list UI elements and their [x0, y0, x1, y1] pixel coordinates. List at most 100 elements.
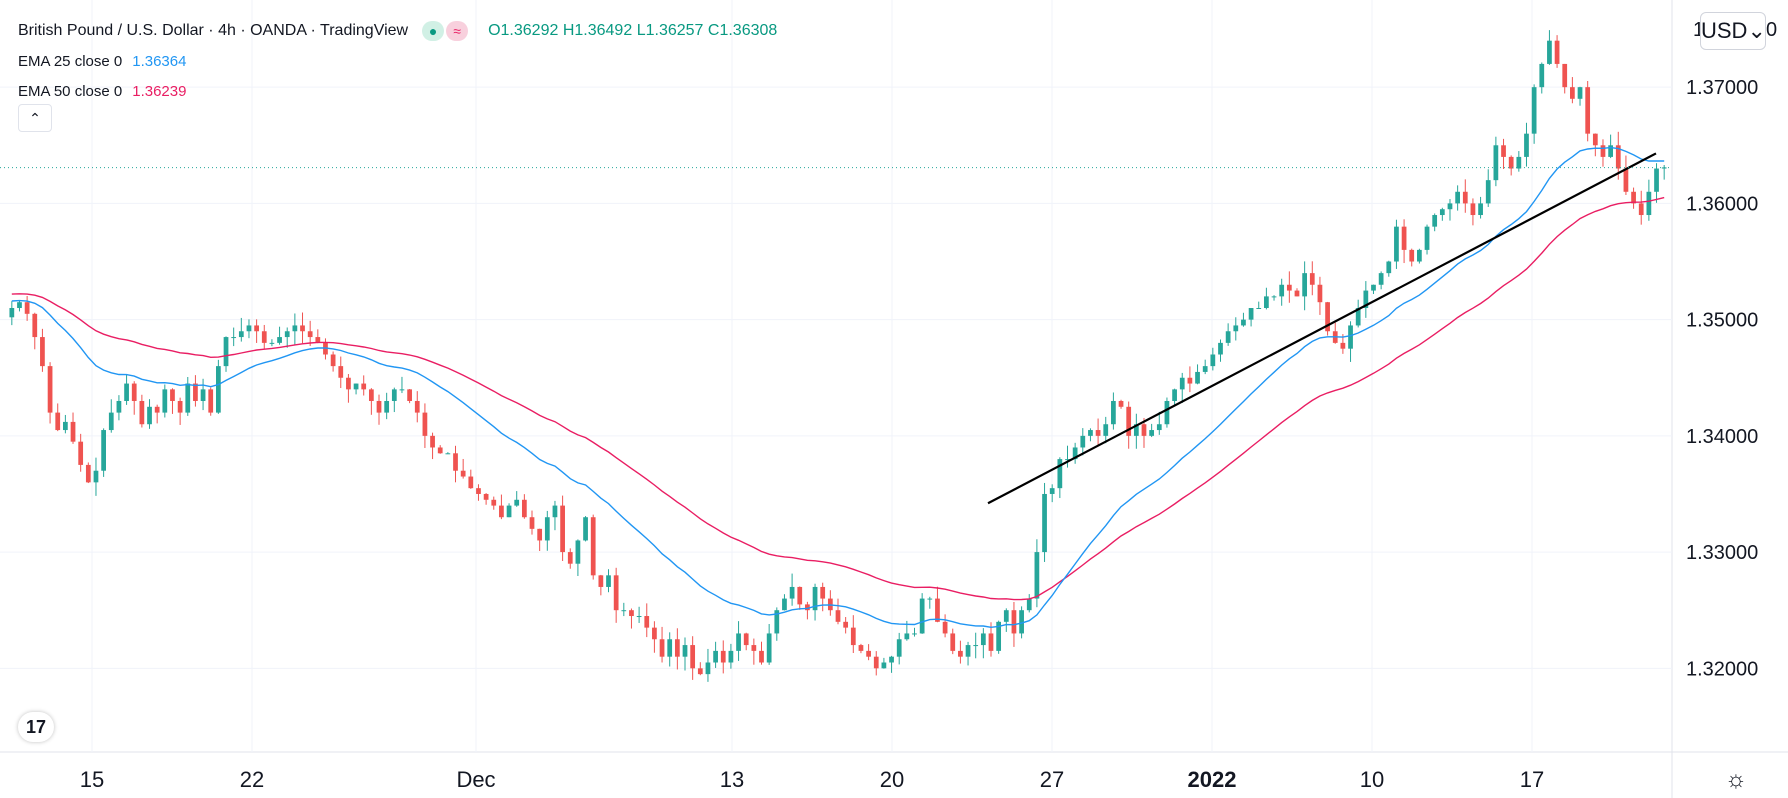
candle-down	[629, 610, 634, 617]
candle-up	[269, 342, 275, 344]
candle-up	[919, 598, 925, 634]
candle-up	[200, 389, 206, 401]
candle-down	[598, 575, 604, 587]
approx-icon[interactable]: ≈	[446, 21, 469, 41]
candle-up	[1547, 40, 1552, 64]
candle-down	[797, 586, 803, 605]
candle-down	[521, 499, 527, 518]
tradingview-logo[interactable]: 17	[18, 712, 54, 742]
candle-up	[1195, 371, 1200, 384]
currency-select[interactable]: USD⌄	[1700, 12, 1766, 50]
candle-up	[1378, 273, 1384, 285]
candle-up	[889, 656, 894, 663]
candle-up	[246, 325, 252, 332]
candle-up	[277, 337, 282, 343]
candle-up	[1057, 459, 1063, 489]
y-tick-label: 1.33000	[1686, 542, 1758, 564]
candle-down	[1470, 203, 1476, 216]
indicator-ema50-row[interactable]: EMA 50 close 0 1.36239	[18, 76, 777, 106]
low-label: L	[636, 22, 646, 39]
candle-down	[529, 517, 535, 529]
candle-up	[185, 383, 191, 413]
candle-up	[1439, 209, 1445, 216]
candle-down	[300, 325, 305, 332]
candle-up	[1279, 284, 1285, 297]
candle-down	[843, 621, 849, 628]
candle-down	[131, 383, 137, 401]
candle-up	[1133, 424, 1139, 436]
x-tick-label: Dec	[456, 767, 495, 792]
candle-down	[40, 337, 45, 367]
candle-up	[1371, 284, 1376, 291]
collapse-legend-button[interactable]: ⌃	[18, 104, 52, 132]
candle-up	[1003, 610, 1009, 622]
candle-up	[1539, 63, 1545, 88]
candle-down	[805, 604, 810, 611]
candle-up	[1034, 552, 1040, 599]
candle-up	[1026, 598, 1032, 611]
ema25-value: 1.36364	[132, 52, 187, 70]
ohlc-values: O1.36292 H1.36492 L1.36257 C1.36308	[488, 22, 777, 40]
x-tick-label: 27	[1040, 767, 1064, 792]
y-tick-label: 1.36000	[1686, 193, 1758, 215]
candle-up	[1516, 156, 1522, 169]
candle-up	[812, 586, 818, 611]
candle-down	[743, 633, 749, 646]
candle-up	[1478, 203, 1483, 216]
ema50-name: EMA 50 close 0	[18, 82, 123, 100]
candle-down	[261, 331, 267, 343]
x-tick-label: 13	[720, 767, 744, 792]
symbol-row: British Pound / U.S. Dollar · 4h · OANDA…	[18, 16, 777, 46]
candle-down	[483, 493, 489, 500]
x-tick-label: 22	[240, 767, 264, 792]
candle-up	[116, 400, 122, 413]
candle-down	[590, 517, 596, 576]
candle-down	[407, 389, 412, 401]
candle-down	[430, 435, 435, 448]
candle-down	[78, 441, 84, 465]
candle-up	[223, 337, 229, 367]
candle-up	[1432, 215, 1438, 227]
candle-down	[338, 366, 344, 378]
candle-down	[1592, 133, 1598, 146]
candle-down	[1401, 226, 1407, 250]
candle-up	[896, 639, 902, 657]
candle-down	[950, 633, 956, 651]
ema50-line	[11, 196, 1665, 601]
candle-down	[988, 633, 994, 651]
candle-down	[1508, 156, 1514, 169]
candle-up	[1210, 354, 1216, 367]
candle-down	[422, 412, 428, 436]
candle-up	[124, 383, 129, 401]
ema25-name: EMA 25 close 0	[18, 52, 123, 70]
y-tick-label-partial-right: 0	[1766, 19, 1777, 41]
symbol-title[interactable]: British Pound / U.S. Dollar · 4h · OANDA…	[18, 22, 409, 39]
candle-up	[1103, 424, 1109, 436]
candle-down	[1011, 610, 1017, 634]
candle-down	[958, 650, 963, 657]
settings-icon[interactable]: ☼	[1725, 766, 1747, 793]
candle-down	[47, 366, 53, 413]
candle-up	[1447, 203, 1453, 210]
candle-up	[1172, 389, 1177, 401]
candle-up	[1111, 400, 1116, 425]
currency-label: USD	[1701, 18, 1748, 43]
indicator-ema25-row[interactable]: EMA 25 close 0 1.36364	[18, 46, 777, 76]
candle-down	[613, 575, 619, 611]
candle-down	[32, 313, 38, 338]
candle-up	[621, 610, 627, 612]
candle-down	[1187, 377, 1193, 384]
trend-line	[987, 152, 1657, 505]
candle-down	[935, 598, 940, 622]
candle-down	[55, 412, 61, 431]
candle-up	[774, 610, 780, 634]
candle-up	[1386, 261, 1392, 274]
candle-down	[1317, 284, 1323, 303]
candle-down	[866, 650, 871, 657]
candle-up	[544, 517, 550, 541]
candle-down	[1340, 342, 1346, 349]
price-axis-panel	[1672, 0, 1788, 798]
candle-up	[1049, 488, 1055, 494]
candle-down	[1462, 191, 1468, 204]
